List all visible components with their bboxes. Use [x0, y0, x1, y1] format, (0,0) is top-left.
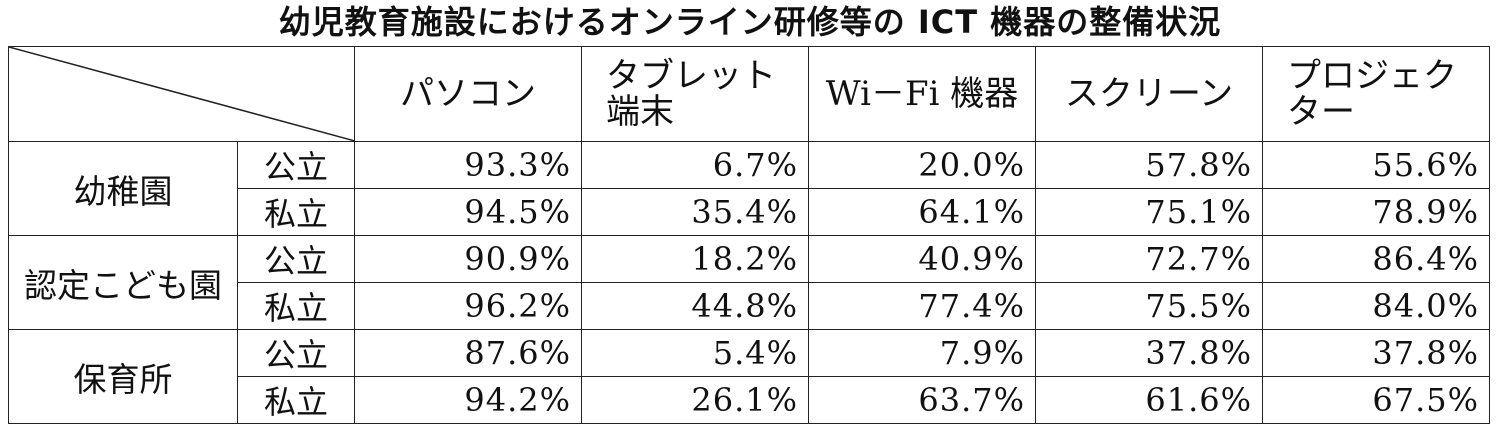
column-header-line1: スクリーン — [1064, 74, 1234, 114]
column-header-pc: パソコン — [354, 46, 582, 142]
diagonal-line — [9, 47, 354, 141]
value-cell: 6.7% — [581, 141, 809, 189]
group-label-kindergarten: 幼稚園 — [8, 141, 238, 236]
column-header-wifi: Wi－Fi 機器 — [808, 46, 1036, 142]
value-cell: 86.4% — [1262, 235, 1490, 283]
value-cell: 61.6% — [1035, 376, 1263, 424]
corner-cell — [8, 46, 355, 142]
column-header-line2: ター — [1287, 92, 1355, 132]
column-header-line1: パソコン — [400, 74, 536, 114]
column-header-tablet: タブレット 端末 — [581, 46, 809, 142]
column-header-line2: 端末 — [606, 92, 674, 132]
value-cell: 40.9% — [808, 235, 1036, 283]
value-cell: 72.7% — [1035, 235, 1263, 283]
value-cell: 67.5% — [1262, 376, 1490, 424]
value-cell: 63.7% — [808, 376, 1036, 424]
value-cell: 94.2% — [354, 376, 582, 424]
value-cell: 18.2% — [581, 235, 809, 283]
table-row: 保育所 公立 87.6% 5.4% 7.9% 37.8% 37.8% — [8, 329, 1490, 424]
value-cell: 78.9% — [1262, 188, 1490, 236]
table-row: 幼稚園 公立 93.3% 6.7% 20.0% 57.8% 55.6% — [8, 141, 1490, 236]
table-row: 私立 96.2% 44.8% 77.4% 75.5% 84.0% — [9, 282, 1490, 330]
value-cell: 20.0% — [808, 141, 1036, 189]
table-row: 認定こども園 公立 90.9% 18.2% 40.9% 72.7% 86.4% — [8, 235, 1490, 330]
type-label: 私立 — [237, 188, 355, 236]
column-header-screen: スクリーン — [1035, 46, 1263, 142]
group-label-nursery: 保育所 — [8, 329, 238, 424]
value-cell: 57.8% — [1035, 141, 1263, 189]
column-header-projector: プロジェク ター — [1262, 46, 1490, 142]
ict-equipment-table: パソコン タブレット 端末 Wi－Fi 機器 スクリーン プロジェク ター 幼稚… — [8, 46, 1490, 424]
value-cell: 84.0% — [1262, 282, 1490, 330]
value-cell: 26.1% — [581, 376, 809, 424]
value-cell: 93.3% — [354, 141, 582, 189]
column-header-line1: Wi－Fi 機器 — [825, 74, 1019, 114]
value-cell: 55.6% — [1262, 141, 1490, 189]
value-cell: 75.5% — [1035, 282, 1263, 330]
type-label: 公立 — [237, 235, 355, 283]
value-cell: 96.2% — [354, 282, 582, 330]
type-label: 私立 — [237, 376, 355, 424]
table-row: 私立 94.2% 26.1% 63.7% 61.6% 67.5% — [9, 376, 1490, 424]
type-label: 公立 — [237, 329, 355, 377]
value-cell: 64.1% — [808, 188, 1036, 236]
table-title: 幼児教育施設におけるオンライン研修等の ICT 機器の整備状況 — [278, 3, 1222, 41]
type-label: 私立 — [237, 282, 355, 330]
value-cell: 77.4% — [808, 282, 1036, 330]
type-label: 公立 — [237, 141, 355, 189]
group-label-certified-center: 認定こども園 — [8, 235, 238, 330]
value-cell: 90.9% — [354, 235, 582, 283]
column-header-line1: プロジェク — [1287, 56, 1457, 96]
header-row: パソコン タブレット 端末 Wi－Fi 機器 スクリーン プロジェク ター — [8, 46, 1490, 142]
value-cell: 7.9% — [808, 329, 1036, 377]
value-cell: 37.8% — [1035, 329, 1263, 377]
value-cell: 37.8% — [1262, 329, 1490, 377]
value-cell: 87.6% — [354, 329, 582, 377]
value-cell: 44.8% — [581, 282, 809, 330]
column-header-line1: タブレット — [606, 56, 776, 96]
value-cell: 5.4% — [581, 329, 809, 377]
value-cell: 35.4% — [581, 188, 809, 236]
value-cell: 94.5% — [354, 188, 582, 236]
value-cell: 75.1% — [1035, 188, 1263, 236]
